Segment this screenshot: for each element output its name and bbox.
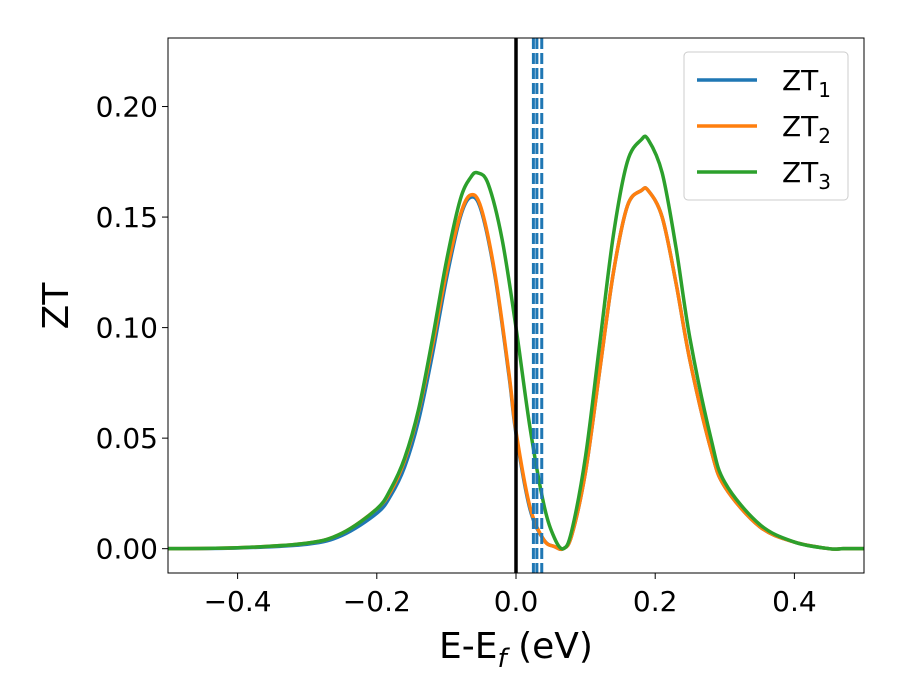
series-line-zt3 — [167, 134, 864, 551]
legend-label-zt3: ZT3 — [782, 156, 831, 194]
x-tick-label: 0.0 — [494, 585, 539, 618]
vertical-lines — [514, 38, 544, 573]
x-tick-label: 0.2 — [633, 585, 678, 618]
y-axis-ticks: 0.00 0.05 0.10 0.15 0.20 — [96, 91, 168, 566]
y-tick-label: 0.00 — [96, 533, 158, 566]
y-tick-label: 0.20 — [96, 91, 158, 124]
legend-box — [683, 51, 849, 201]
legend-entries: ZT1 ZT2 ZT3 — [697, 64, 831, 194]
series-layer — [167, 134, 864, 552]
x-axis-title: E-Ef (eV) — [439, 626, 593, 674]
x-tick-label: −0.4 — [204, 585, 272, 618]
x-axis-ticks: −0.4 −0.2 0.0 0.2 0.4 — [204, 573, 817, 618]
legend-label-zt2: ZT2 — [782, 110, 831, 148]
x-tick-label: −0.2 — [343, 585, 411, 618]
legend: ZT1 ZT2 ZT3 — [683, 51, 849, 201]
y-axis-title: ZT — [36, 282, 77, 330]
y-tick-label: 0.10 — [96, 312, 158, 345]
y-tick-label: 0.15 — [96, 201, 158, 234]
x-tick-label: 0.4 — [772, 585, 817, 618]
y-tick-label: 0.05 — [96, 422, 158, 455]
legend-label-zt1: ZT1 — [782, 64, 831, 102]
